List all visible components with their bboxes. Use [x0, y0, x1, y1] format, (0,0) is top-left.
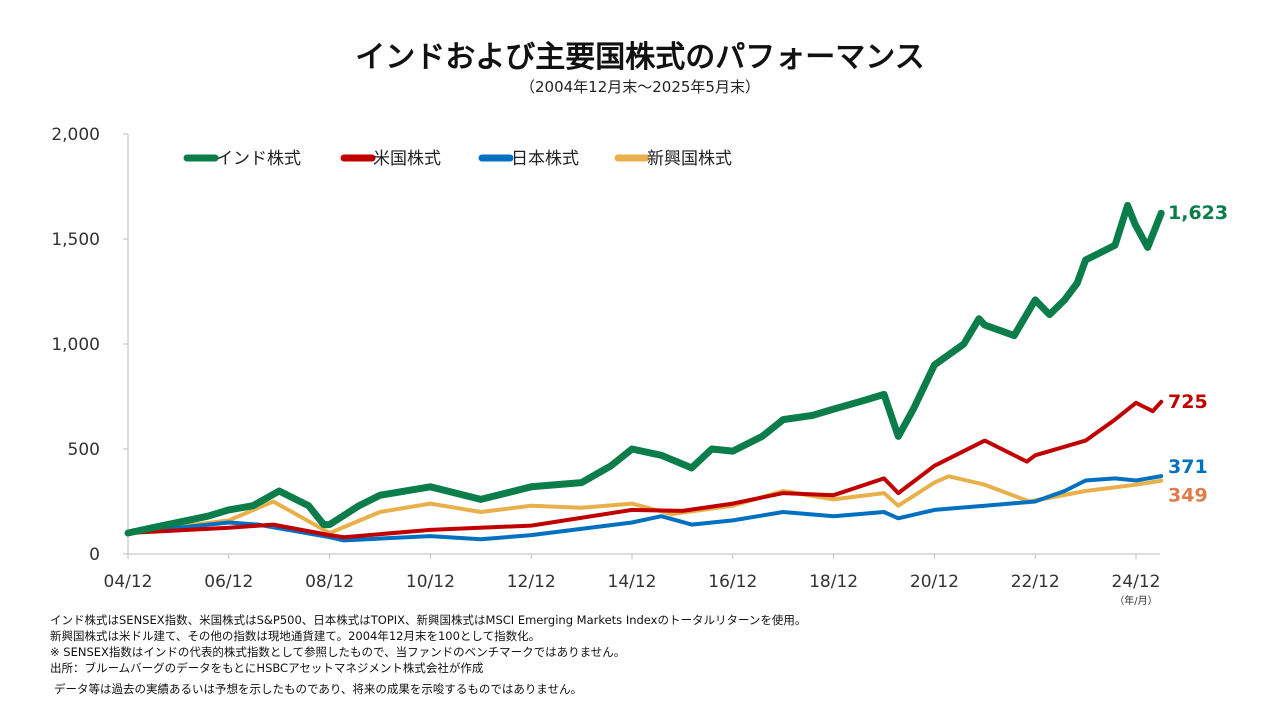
y-tick-label: 2,000 — [51, 125, 100, 145]
legend-label: 新興国株式 — [647, 149, 732, 169]
x-tick-label: 18/12 — [809, 572, 858, 592]
series-line-3 — [126, 474, 1164, 535]
y-tick-label: 0 — [89, 545, 100, 565]
legend-label: 日本株式 — [511, 149, 579, 169]
x-tick-label: 16/12 — [708, 572, 757, 592]
legend-label: 米国株式 — [373, 149, 441, 169]
x-tick-label: 14/12 — [608, 572, 657, 592]
x-tick-label: 08/12 — [305, 572, 354, 592]
x-tick-label: 12/12 — [507, 572, 556, 592]
x-tick-label: 20/12 — [910, 572, 959, 592]
footnote: 新興国株式は米ドル建て、その他の指数は現地通貨建て。2004年12月末を100と… — [50, 629, 541, 643]
y-tick-label: 500 — [68, 440, 100, 460]
series-line-2 — [126, 474, 1164, 543]
x-tick-label: 06/12 — [204, 572, 253, 592]
footnote: インド株式はSENSEX指数、米国株式はS&P500、日本株式はTOPIX、新興… — [50, 613, 807, 627]
legend-label: インド株式 — [216, 149, 301, 169]
y-tick-label: 1,500 — [51, 230, 100, 250]
series-line-0 — [124, 201, 1165, 537]
chart-subtitle: （2004年12月末～2025年5月末） — [520, 78, 760, 96]
series-line-1 — [126, 399, 1164, 540]
x-tick-label: 04/12 — [104, 572, 153, 592]
footnote: ※ SENSEX指数はインドの代表的株式指数として参照したもので、当ファンドのベ… — [50, 645, 626, 659]
x-unit-label: （年/月） — [1114, 594, 1157, 607]
y-tick-label: 1,000 — [51, 335, 100, 355]
footnote: 出所：ブルームバーグのデータをもとにHSBCアセットマネジメント株式会社が作成 — [50, 661, 484, 675]
chart-title: インドおよび主要国株式のパフォーマンス — [355, 40, 925, 75]
end-value-label: 725 — [1168, 391, 1208, 413]
footnotes: インド株式はSENSEX指数、米国株式はS&P500、日本株式はTOPIX、新興… — [50, 612, 806, 697]
x-tick-label: 10/12 — [406, 572, 455, 592]
x-tick-label: 24/12 — [1112, 572, 1161, 592]
end-value-label: 1,623 — [1168, 202, 1228, 224]
end-value-label: 349 — [1168, 485, 1208, 507]
disclaimer: データ等は過去の実績あるいは予想を示したものであり、将来の成果を示唆するものでは… — [54, 682, 583, 696]
x-tick-label: 22/12 — [1011, 572, 1060, 592]
end-value-label: 371 — [1168, 456, 1208, 478]
